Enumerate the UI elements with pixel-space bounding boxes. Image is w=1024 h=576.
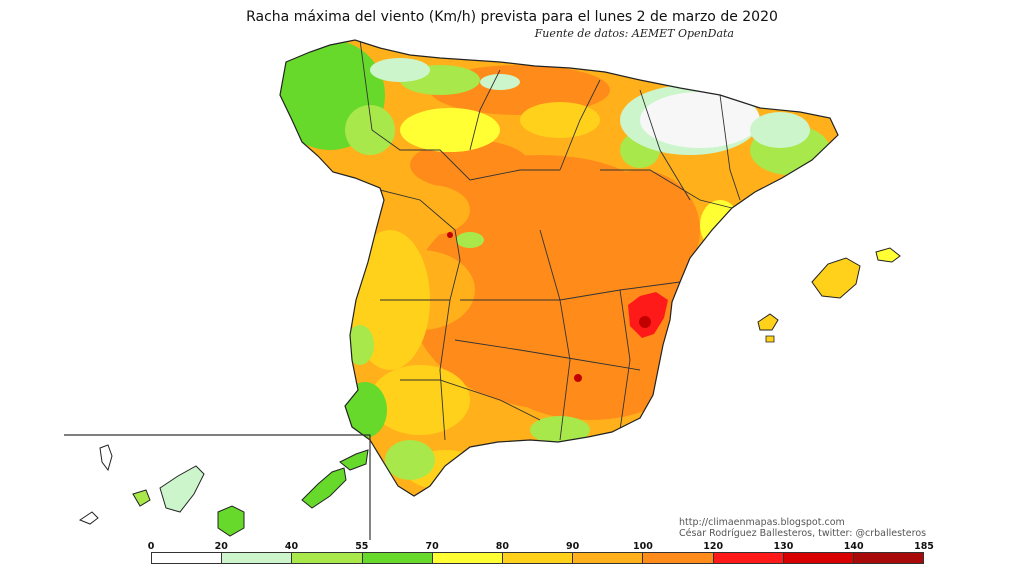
scale-segment xyxy=(713,553,784,563)
scale-tick-label: 40 xyxy=(284,541,299,552)
scale-tick-label: 70 xyxy=(425,541,439,552)
red-high-gust-zone xyxy=(628,292,668,338)
fuerteventura-island xyxy=(301,467,347,509)
scale-segment xyxy=(783,553,854,563)
scale-tick-label: 20 xyxy=(214,541,228,552)
balearic-islands xyxy=(757,247,901,343)
canary-islands xyxy=(78,444,369,537)
color-scale-bar xyxy=(151,552,924,564)
wind-field xyxy=(280,40,830,490)
yellow-north-zone xyxy=(400,108,500,152)
scale-tick-label: 90 xyxy=(566,541,580,552)
scale-tick-label: 185 xyxy=(914,541,934,552)
scale-segment xyxy=(152,553,223,563)
scale-tick-label: 55 xyxy=(355,541,369,552)
scale-segment xyxy=(853,553,924,563)
data-source: Fuente de datos: AEMET OpenData xyxy=(534,27,734,40)
scale-segment xyxy=(362,553,433,563)
scale-tick-label: 120 xyxy=(703,541,724,552)
scale-tick-label: 130 xyxy=(773,541,794,552)
la-gomera-island xyxy=(132,489,151,507)
tenerife-island xyxy=(159,465,205,513)
scale-segment xyxy=(432,553,503,563)
gran-canaria-island xyxy=(217,505,245,537)
author-credit: César Rodríguez Ballesteros, twitter: @c… xyxy=(679,528,927,539)
lanzarote-island xyxy=(339,449,369,471)
scale-tick-label: 0 xyxy=(147,541,155,552)
blog-credit: http://climaenmapas.blogspot.com xyxy=(679,517,845,528)
scale-tick-label: 140 xyxy=(843,541,864,552)
scale-segment xyxy=(573,553,644,563)
peninsula-outline xyxy=(279,39,839,497)
green-huelva-zone xyxy=(343,382,387,438)
scale-segment xyxy=(643,553,714,563)
la-palma-island xyxy=(99,444,113,472)
canary-inset-frame xyxy=(64,434,371,540)
scale-tick-label: 80 xyxy=(495,541,509,552)
scale-segment xyxy=(222,553,293,563)
map-title: Racha máxima del viento (Km/h) prevista … xyxy=(246,9,778,25)
scale-tick-label: 100 xyxy=(632,541,653,552)
scale-segment xyxy=(502,553,574,563)
province-borders xyxy=(359,40,741,441)
scale-segment xyxy=(292,553,363,563)
el-hierro-island xyxy=(78,511,99,525)
